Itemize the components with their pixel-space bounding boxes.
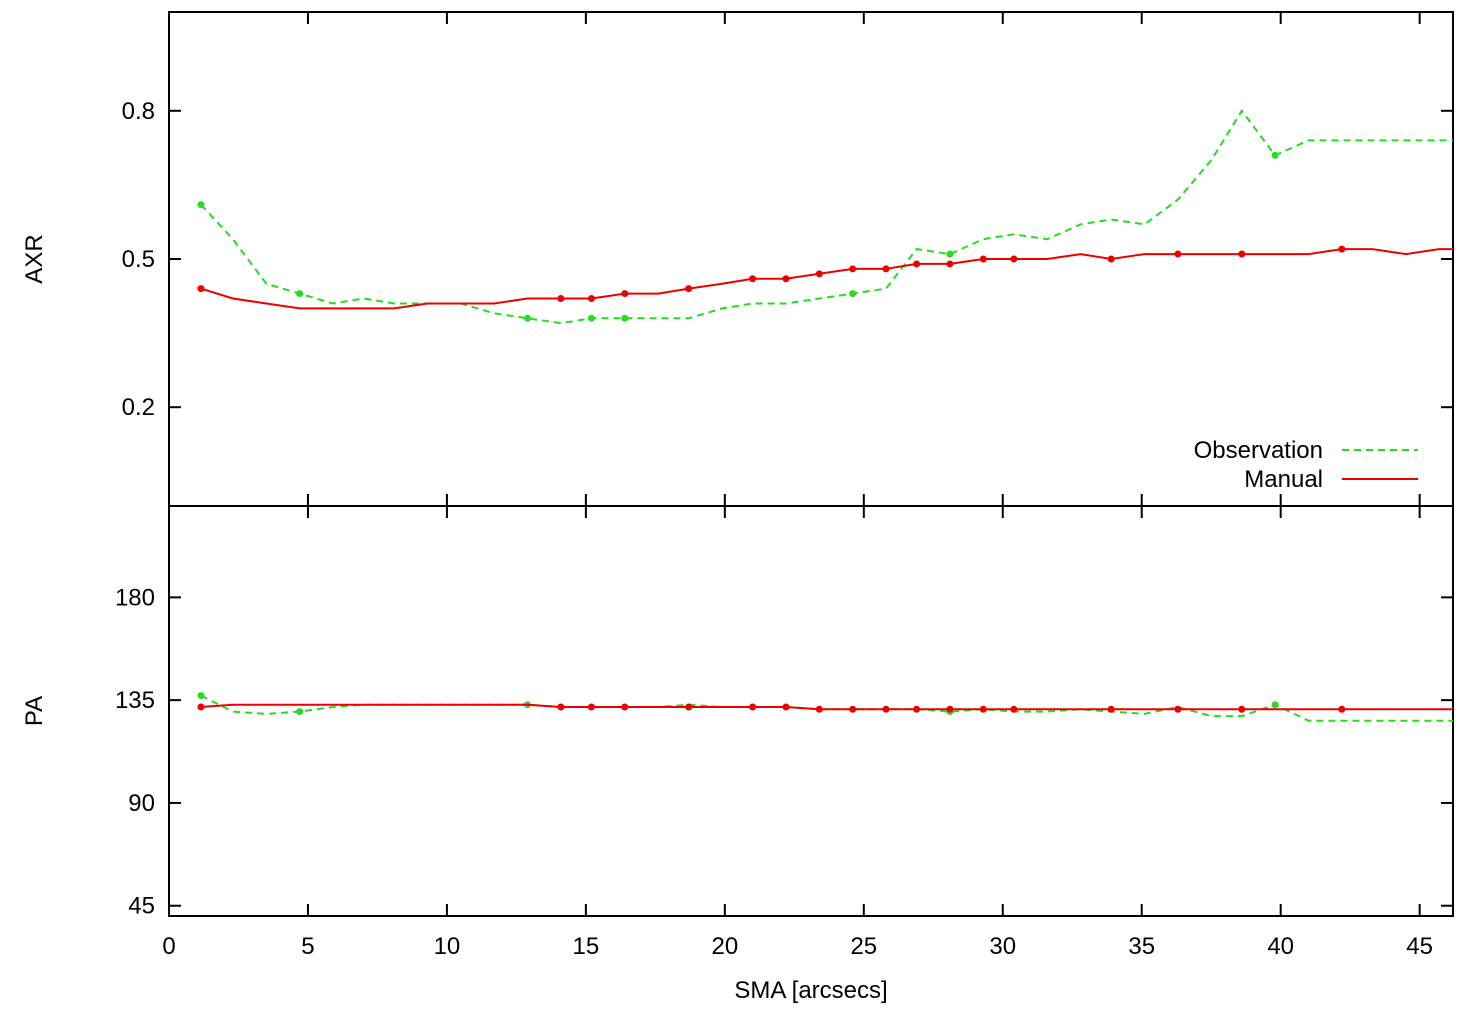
axr-point-manual (1107, 255, 1115, 263)
axr-point-observation (296, 290, 304, 298)
x-axis-label: SMA [arcsecs] (734, 977, 887, 1004)
pa-point-manual (685, 703, 693, 711)
pa-point-observation (296, 708, 304, 716)
pa-ytick-label: 90 (128, 790, 155, 817)
axr-ticks (168, 12, 1453, 506)
xtick-label: 10 (434, 933, 461, 960)
xtick-label: 35 (1128, 933, 1155, 960)
xtick-label: 15 (573, 933, 600, 960)
axr-point-manual (1238, 250, 1246, 258)
legend-label-observation: Observation (1194, 437, 1323, 464)
pa-panel: 45 90 135 180 0 5 10 15 20 25 30 35 40 45 PA SMA [arc… (21, 505, 1454, 1004)
axr-point-observation (1271, 151, 1279, 159)
xtick-label: 45 (1406, 933, 1433, 960)
pa-series-observation (200, 694, 1453, 722)
pa-axis-label: PA (21, 696, 48, 726)
pa-point-manual (621, 703, 629, 711)
axr-point-manual (1338, 245, 1346, 253)
pa-point-manual (1174, 705, 1182, 713)
pa-point-manual (557, 703, 565, 711)
pa-point-manual (749, 703, 757, 711)
axr-ytick-label: 0.8 (122, 98, 155, 125)
xtick-label: 40 (1267, 933, 1294, 960)
axr-point-manual (849, 265, 857, 273)
axr-plot-frame (168, 11, 1454, 507)
axr-point-manual (782, 275, 790, 283)
axr-point-manual (882, 265, 890, 273)
pa-ticks (168, 506, 1453, 916)
xtick-label: 25 (850, 933, 877, 960)
axr-point-observation (587, 314, 595, 322)
axr-point-manual (685, 285, 693, 293)
pa-ytick-label: 45 (128, 893, 155, 920)
pa-ytick-label: 135 (115, 687, 155, 714)
axr-series (197, 109, 1453, 325)
xtick-label: 5 (301, 933, 314, 960)
axr-series-manual (200, 248, 1453, 310)
pa-point-observation (1271, 701, 1279, 709)
axr-point-observation (621, 314, 629, 322)
axr-point-manual (557, 295, 565, 303)
axr-ytick-label: 0.2 (122, 394, 155, 421)
axr-series-observation (200, 109, 1453, 325)
pa-point-manual (1010, 705, 1018, 713)
axr-point-manual (815, 270, 823, 278)
axr-point-observation (524, 314, 532, 322)
axr-point-manual (749, 275, 757, 283)
pa-point-manual (979, 705, 987, 713)
pa-point-manual (946, 705, 954, 713)
axr-point-observation (197, 201, 205, 209)
pa-point-manual (849, 705, 857, 713)
axr-axis-label: AXR (21, 234, 48, 283)
legend: Observation Manual (1194, 437, 1418, 493)
axr-point-manual (1010, 255, 1018, 263)
axr-panel: 0.2 0.5 0.8 AXR Observation Manual (21, 11, 1454, 507)
axr-point-manual (621, 290, 629, 298)
axr-point-manual (587, 295, 595, 303)
pa-plot-frame (168, 505, 1454, 917)
legend-label-manual: Manual (1244, 466, 1323, 493)
xtick-label: 30 (989, 933, 1016, 960)
pa-point-manual (882, 705, 890, 713)
pa-point-manual (197, 703, 205, 711)
axr-tick-labels: 0.2 0.5 0.8 (122, 98, 155, 421)
pa-point-manual (913, 705, 921, 713)
pa-point-manual (815, 705, 823, 713)
axr-point-manual (1174, 250, 1182, 258)
axr-point-observation (946, 250, 954, 258)
pa-point-manual (1107, 705, 1115, 713)
pa-series-manual (200, 703, 1453, 711)
axr-point-observation (849, 290, 857, 298)
axr-point-manual (946, 260, 954, 268)
axr-point-manual (979, 255, 987, 263)
axr-ytick-label: 0.5 (122, 246, 155, 273)
pa-point-observation (197, 692, 205, 700)
axr-point-manual (197, 285, 205, 293)
pa-point-manual (1338, 705, 1346, 713)
pa-series (197, 692, 1453, 722)
pa-ytick-label: 180 (115, 584, 155, 611)
xtick-label: 0 (162, 933, 175, 960)
axr-point-manual (913, 260, 921, 268)
pa-tick-labels: 45 90 135 180 0 5 10 15 20 25 30 35 40 45 (115, 584, 1433, 960)
pa-point-manual (1238, 705, 1246, 713)
pa-point-manual (782, 703, 790, 711)
pa-point-manual (587, 703, 595, 711)
xtick-label: 20 (711, 933, 738, 960)
